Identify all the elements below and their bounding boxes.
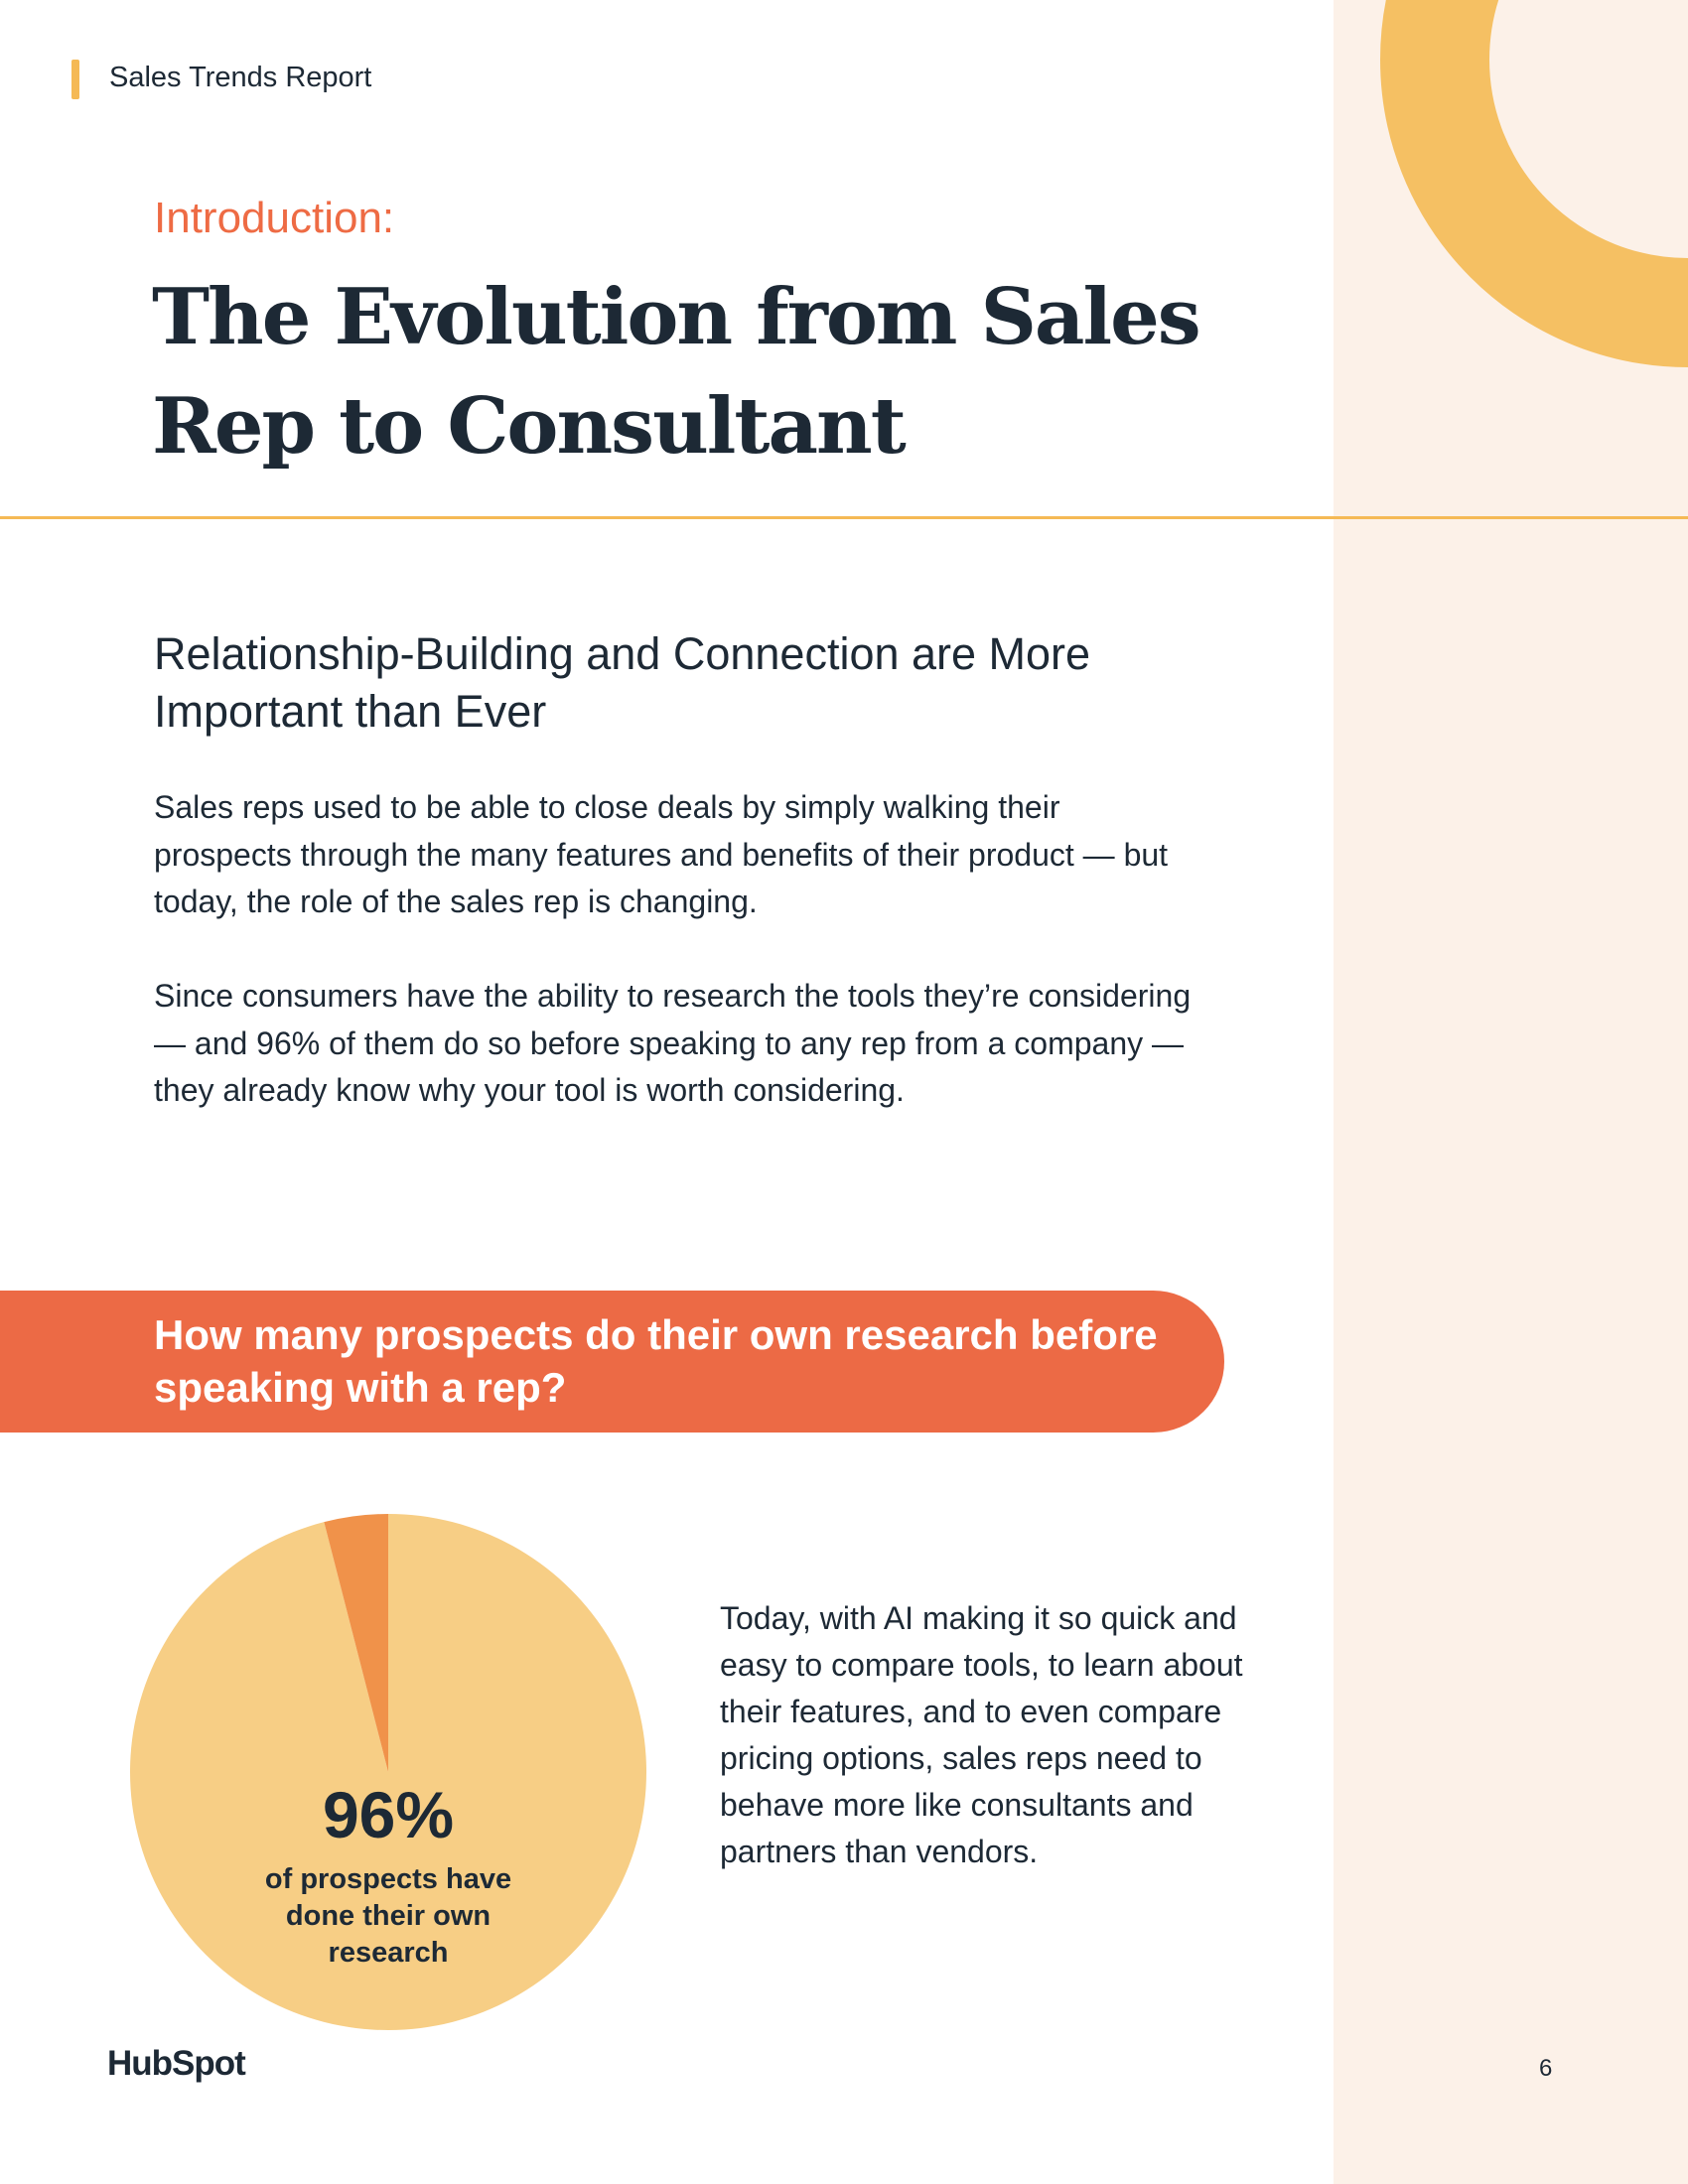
section-divider — [0, 516, 1688, 519]
pie-slice-1 — [324, 1514, 388, 1772]
section-heading: Relationship-Building and Connection are… — [154, 628, 1091, 737]
pie-stat-value: 96% — [322, 1778, 455, 1851]
report-title: Sales Trends Report — [109, 62, 372, 93]
callout-question: How many prospects do their own research… — [154, 1311, 1158, 1411]
research-pie-chart — [130, 1514, 646, 2030]
header-accent-bar — [71, 60, 79, 99]
side-paragraph: Today, with AI making it so quick and ea… — [720, 1600, 1243, 1869]
page-title: The Evolution from Sales Rep to Consulta… — [152, 272, 1201, 472]
page-number: 6 — [1539, 2055, 1553, 2082]
intro-label: Introduction: — [154, 194, 395, 242]
hubspot-logo: HubSpot — [107, 2044, 246, 2083]
body-paragraph-2: Since consumers have the ability to rese… — [154, 978, 1192, 1108]
pie-slice-0 — [130, 1514, 646, 2030]
body-paragraph-1: Sales reps used to be able to close deal… — [154, 789, 1169, 919]
callout-banner — [0, 1291, 1224, 1433]
pie-caption: of prospects have done their own researc… — [264, 1863, 512, 1969]
decorative-arc — [1380, 0, 1688, 367]
side-panel-background — [1334, 0, 1688, 2184]
